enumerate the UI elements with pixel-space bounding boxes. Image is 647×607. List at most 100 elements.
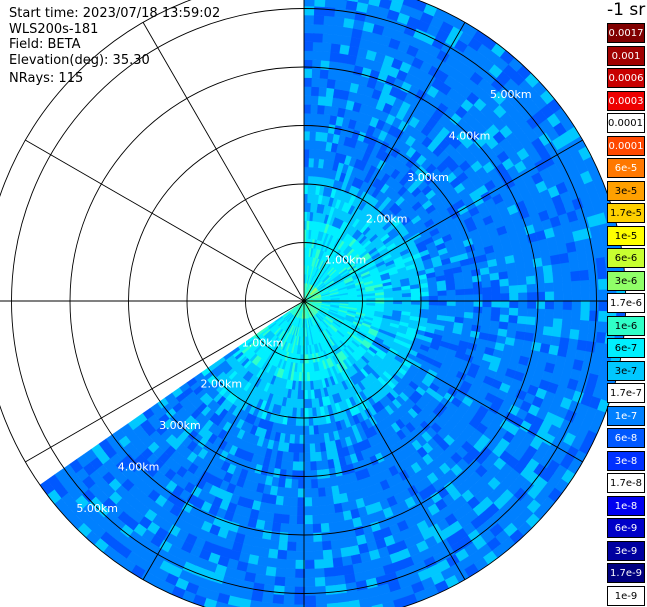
data-cell bbox=[562, 309, 573, 321]
data-cell bbox=[490, 286, 501, 295]
data-cell bbox=[309, 470, 318, 480]
data-cell bbox=[446, 300, 457, 307]
data-cell bbox=[314, 594, 327, 605]
colorbar-cell: 1e-8 bbox=[607, 495, 645, 516]
data-cell bbox=[311, 86, 321, 97]
data-cell bbox=[303, 113, 312, 123]
data-cell bbox=[437, 290, 448, 297]
data-cell bbox=[580, 279, 591, 292]
data-cell bbox=[303, 515, 313, 525]
data-cell bbox=[318, 505, 328, 516]
data-cell bbox=[297, 479, 305, 489]
data-cell bbox=[293, 568, 305, 579]
data-cell bbox=[553, 281, 564, 293]
data-cell bbox=[303, 41, 315, 52]
data-cell bbox=[543, 273, 554, 285]
data-cell bbox=[303, 541, 314, 552]
data-cell bbox=[473, 300, 483, 308]
range-label: 1.00km bbox=[242, 336, 284, 349]
data-cell bbox=[570, 270, 581, 283]
colorbar-cell: 6e-9 bbox=[607, 518, 645, 538]
data-cell bbox=[500, 293, 510, 302]
data-cell bbox=[571, 300, 582, 312]
colorbar-cell: 1.7e-8 bbox=[607, 473, 645, 493]
data-cell bbox=[314, 0, 327, 8]
data-cell bbox=[499, 285, 510, 295]
colorbar-cell: 0.0003 bbox=[607, 90, 645, 111]
colorbar-cell: 1e-9 bbox=[607, 585, 645, 606]
data-cell bbox=[455, 300, 466, 308]
data-cell bbox=[312, 550, 324, 561]
instrument-text: WLS200s-181 bbox=[9, 22, 99, 37]
data-cell bbox=[428, 295, 439, 302]
data-cell bbox=[311, 514, 321, 525]
data-cell bbox=[500, 300, 510, 309]
data-cell bbox=[490, 279, 501, 289]
data-cell bbox=[322, 567, 335, 578]
data-cell bbox=[303, 434, 310, 445]
data-cell bbox=[312, 41, 324, 52]
data-cell bbox=[303, 443, 311, 454]
data-cell bbox=[310, 487, 319, 498]
data-cell bbox=[579, 269, 590, 282]
data-cell bbox=[580, 300, 591, 312]
field-text: Field: BETA bbox=[9, 37, 81, 52]
range-label: 5.00km bbox=[76, 502, 118, 515]
data-cell bbox=[544, 291, 555, 302]
data-cell bbox=[508, 277, 519, 287]
data-cell bbox=[303, 550, 315, 561]
data-cell bbox=[319, 522, 330, 534]
colorbar-cell: 1e-7 bbox=[607, 405, 645, 426]
colorbar-cell: 6e-5 bbox=[607, 158, 645, 178]
data-cell bbox=[324, 593, 338, 605]
colorbar-cell: 0.001 bbox=[607, 45, 645, 66]
data-cell bbox=[571, 280, 582, 292]
data-cell bbox=[273, 576, 286, 587]
data-cell bbox=[464, 300, 475, 308]
data-cell bbox=[311, 77, 321, 88]
data-cell bbox=[455, 294, 466, 302]
data-cell bbox=[580, 290, 591, 302]
data-cell bbox=[526, 283, 537, 294]
data-cell bbox=[482, 293, 492, 302]
data-cell bbox=[525, 275, 537, 286]
range-label: 4.00km bbox=[449, 130, 491, 143]
data-cell bbox=[294, 541, 306, 552]
data-cell bbox=[314, 585, 327, 596]
data-cell bbox=[402, 0, 418, 9]
data-cell bbox=[368, 0, 382, 7]
data-cell bbox=[309, 461, 317, 471]
data-cell bbox=[482, 287, 492, 296]
data-cell bbox=[391, 0, 406, 5]
data-cell bbox=[562, 281, 573, 293]
colorbar-cell: 1.7e-9 bbox=[607, 563, 645, 583]
data-cell bbox=[446, 289, 457, 297]
data-cell bbox=[303, 398, 309, 409]
colorbar-cell: 1.7e-6 bbox=[607, 293, 645, 313]
data-cell bbox=[303, 372, 308, 382]
data-cell bbox=[446, 295, 457, 302]
data-cell bbox=[308, 443, 316, 454]
data-cell bbox=[333, 574, 346, 586]
data-cell bbox=[544, 300, 555, 311]
data-cell bbox=[321, 540, 332, 551]
data-cell bbox=[283, 577, 296, 588]
data-cell bbox=[334, 583, 348, 595]
data-cell bbox=[321, 549, 333, 560]
data-cell bbox=[303, 166, 310, 177]
data-cell bbox=[303, 577, 316, 588]
data-cell bbox=[303, 0, 316, 7]
data-cell bbox=[527, 292, 537, 302]
data-cell bbox=[561, 271, 572, 284]
data-cell bbox=[428, 300, 439, 307]
data-cell bbox=[303, 390, 309, 400]
data-cell bbox=[357, 0, 371, 5]
data-cell bbox=[284, 568, 296, 579]
data-cell bbox=[295, 515, 305, 525]
data-cell bbox=[312, 541, 323, 552]
data-cell bbox=[303, 488, 312, 498]
data-cell bbox=[312, 32, 325, 43]
data-cell bbox=[287, 514, 298, 525]
data-cell bbox=[455, 289, 466, 296]
